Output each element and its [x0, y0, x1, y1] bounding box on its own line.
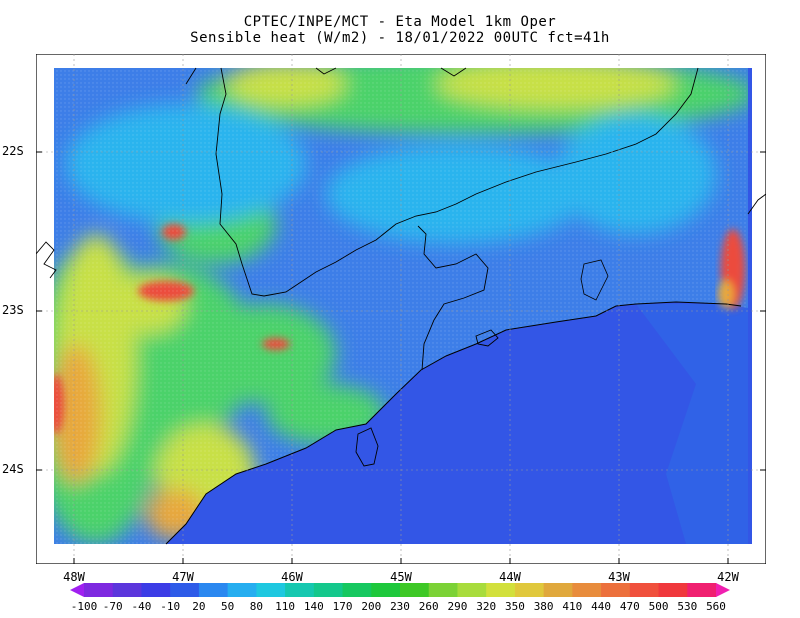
colorbar-tick-label: 530 — [677, 600, 698, 613]
colorbar-tick-label: 230 — [390, 600, 410, 613]
colorbar-swatch — [227, 583, 257, 597]
lon-label-45w: 45W — [390, 570, 412, 584]
colorbar-tick-label: -70 — [102, 600, 123, 613]
lat-label-23s: 23S — [2, 303, 24, 317]
colorbar-tick-label: -100 — [70, 600, 98, 613]
colorbar-swatch — [198, 583, 229, 597]
colorbar-swatch — [658, 583, 688, 597]
colorbar-swatch — [112, 583, 142, 597]
colorbar-tick-label: 320 — [476, 600, 497, 613]
lat-label-24s: 24S — [2, 462, 24, 476]
colorbar-swatch — [170, 583, 200, 597]
coastline — [165, 301, 742, 545]
map-gridlines — [36, 54, 766, 564]
colorbar-swatch — [141, 583, 171, 597]
colorbar-tick-label: 380 — [533, 600, 554, 613]
colorbar-swatch — [342, 583, 372, 597]
colorbar-swatch — [457, 583, 487, 597]
colorbar-tick-label: 560 — [706, 600, 726, 613]
colorbar-tick-label: 260 — [418, 600, 439, 613]
ocean-shelf — [636, 304, 748, 544]
colorbar-tick-label: 500 — [648, 600, 669, 613]
colorbar-swatch — [428, 583, 458, 597]
colorbar-tick-label: 440 — [591, 600, 612, 613]
island-ilha-grande — [475, 329, 499, 347]
guanabara-bay — [580, 259, 609, 301]
colorbar-tick-label: 350 — [504, 600, 525, 613]
east-coast-heat — [718, 229, 745, 309]
lon-label-43w: 43W — [608, 570, 630, 584]
colorbar-swatch — [572, 583, 602, 597]
colorbar-tick-label: 410 — [562, 600, 583, 613]
colorbar-swatch — [687, 583, 717, 597]
colorbar-tick-label: 470 — [619, 600, 640, 613]
colorbar-tick-label: 140 — [303, 600, 324, 613]
colorbar-swatch — [543, 583, 573, 597]
state-border-sp-mg-rj — [215, 67, 699, 297]
island-ilhabela — [355, 427, 379, 467]
lon-label-47w: 47W — [172, 570, 194, 584]
axis-ticks — [36, 151, 766, 564]
edge-borders — [36, 193, 766, 279]
colorbar-swatch — [256, 583, 286, 597]
colorbar-low-arrow — [70, 583, 84, 597]
colorbar-tick-label: -10 — [160, 600, 181, 613]
northern-borders — [185, 67, 467, 85]
lon-label-44w: 44W — [499, 570, 521, 584]
colorbar-swatch — [400, 583, 430, 597]
colorbar-tick-label: -40 — [131, 600, 152, 613]
colorbar-tick-label: 20 — [192, 600, 206, 613]
map-title-line-1: CPTEC/INPE/MCT - Eta Model 1km Oper — [243, 14, 557, 30]
lon-label-42w: 42W — [717, 570, 739, 584]
lon-label-46w: 46W — [281, 570, 303, 584]
lon-label-48w: 48W — [63, 570, 85, 584]
colorbar-tick-label: 290 — [447, 600, 468, 613]
colorbar-swatch — [371, 583, 401, 597]
colorbar-tick-label: 170 — [332, 600, 353, 613]
colorbar-swatch — [629, 583, 660, 597]
colorbar — [70, 583, 730, 597]
colorbar-swatch — [486, 583, 516, 597]
colorbar-swatch — [313, 583, 344, 597]
colorbar-swatch — [514, 583, 545, 597]
colorbar-high-arrow — [716, 583, 730, 597]
map-panel — [36, 54, 766, 564]
state-border-sp-rj — [417, 225, 489, 371]
colorbar-tick-label: 50 — [221, 600, 235, 613]
colorbar-tick-label: 80 — [249, 600, 263, 613]
colorbar-swatch — [84, 583, 114, 597]
map-title-line-2: Sensible heat (W/m2) - 18/01/2022 00UTC … — [190, 30, 610, 46]
colorbar-swatch — [285, 583, 315, 597]
colorbar-tick-label: 110 — [275, 600, 296, 613]
colorbar-tick-label: 200 — [361, 600, 382, 613]
lat-label-22s: 22S — [2, 144, 24, 158]
colorbar-swatch — [601, 583, 631, 597]
